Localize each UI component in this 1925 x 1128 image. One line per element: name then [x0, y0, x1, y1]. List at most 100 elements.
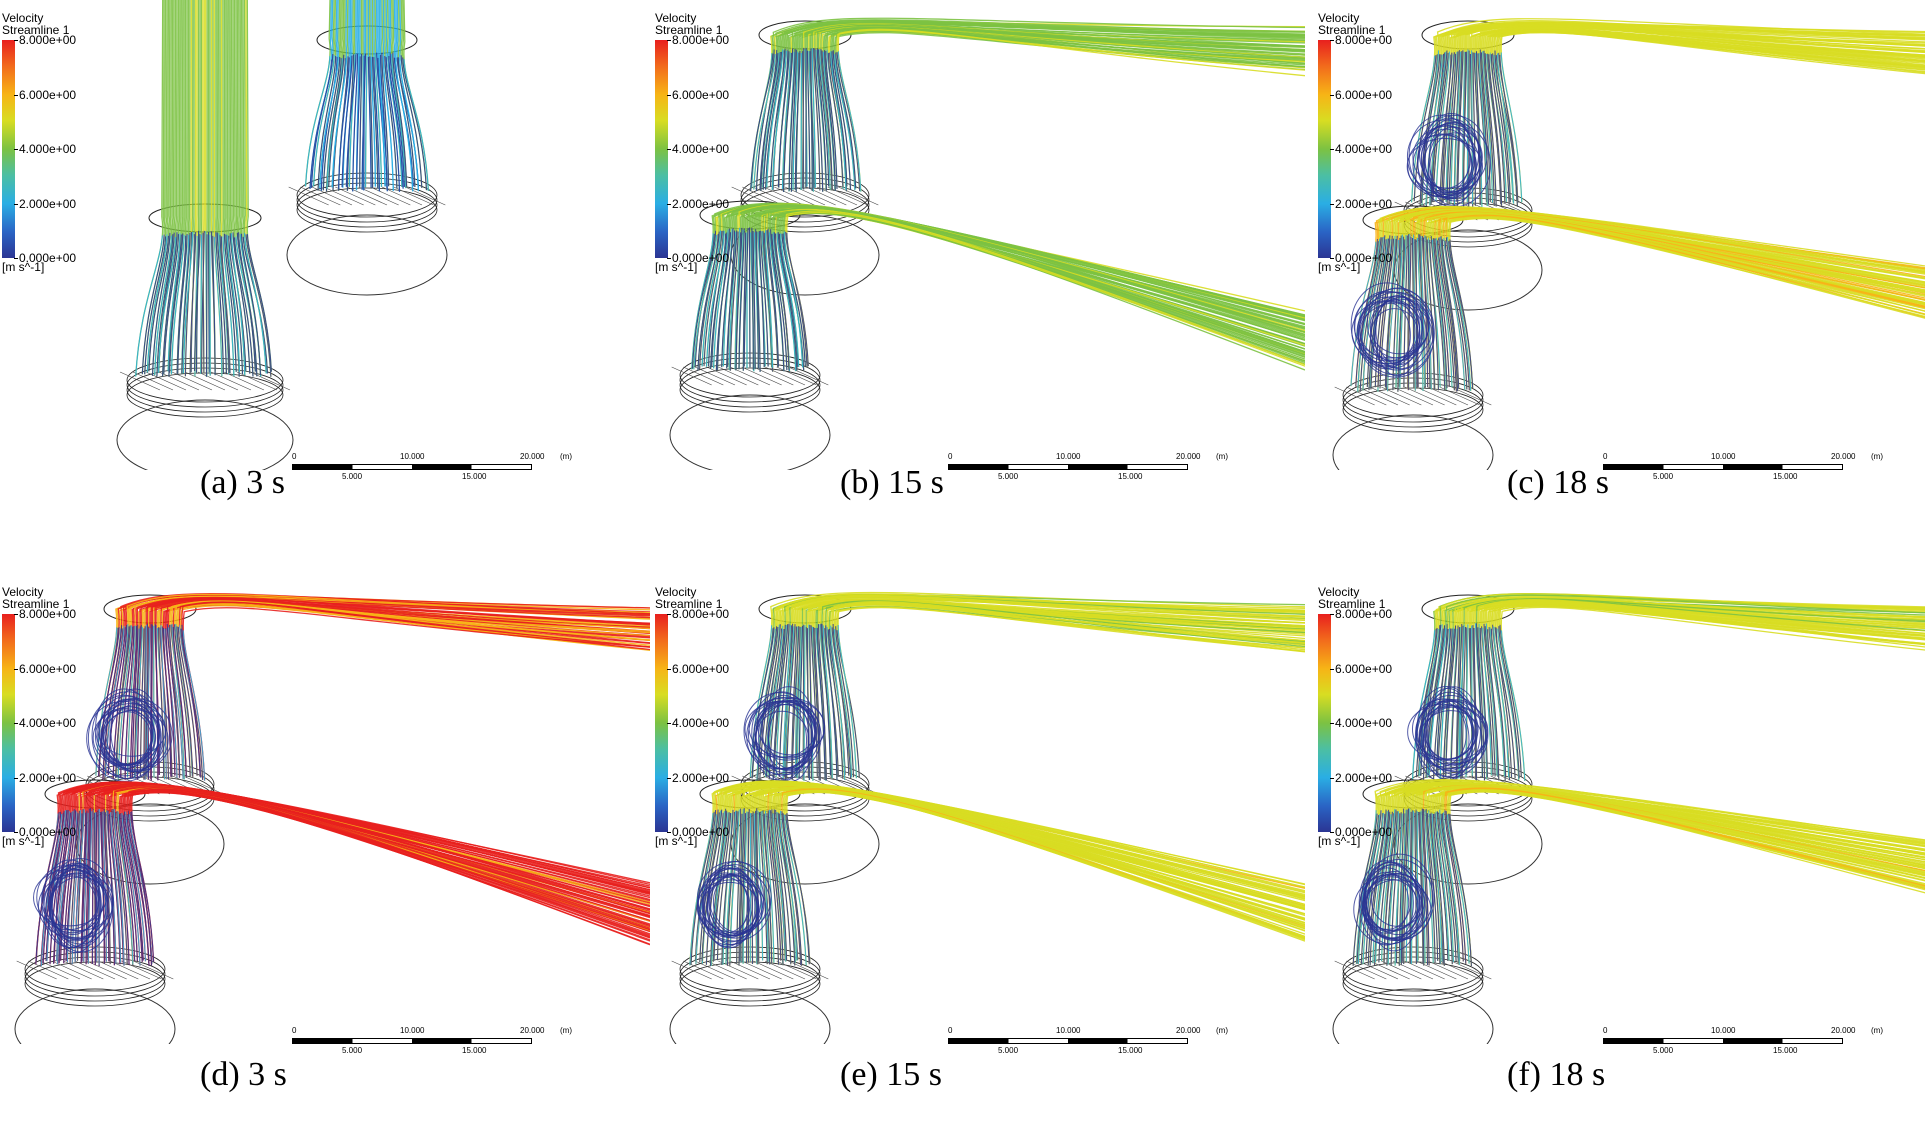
- streamline: [102, 788, 650, 962]
- streamline-base: [232, 215, 251, 374]
- streamline-base: [1434, 221, 1450, 387]
- streamline-base: [319, 39, 339, 189]
- streamline-base: [689, 793, 714, 966]
- streamline: [726, 205, 1305, 369]
- base-ring: [126, 372, 284, 418]
- streamline-base: [228, 219, 244, 375]
- fill-grid-line: [1334, 386, 1375, 406]
- streamline-base: [1492, 35, 1510, 205]
- vortex-loop: [1370, 873, 1426, 927]
- streamline-base: [1431, 222, 1447, 390]
- streamline-base: [1418, 795, 1424, 964]
- scale-label-top: 0: [292, 452, 297, 461]
- streamline-base: [1419, 36, 1438, 205]
- streamline-base: [1461, 34, 1465, 205]
- streamline: [774, 212, 1305, 369]
- streamline: [749, 209, 1305, 372]
- streamline-base: [1423, 791, 1430, 966]
- streamline-base: [226, 218, 241, 373]
- fill-grid-line: [346, 186, 388, 206]
- streamline-base: [223, 217, 237, 372]
- streamline-base: [806, 35, 811, 190]
- streamline-base: [1496, 35, 1515, 204]
- streamline-base: [98, 608, 120, 777]
- streamline: [746, 209, 1305, 369]
- legend-tick: 8.000e+00: [1329, 607, 1393, 621]
- fill-grid-line: [370, 186, 411, 206]
- streamline-base: [1383, 792, 1397, 962]
- streamline-base: [189, 215, 197, 375]
- streamline-base: [1458, 607, 1465, 778]
- panel-c: Velocity Streamline 1 8.000e+00 6.000e+00 4.…: [1318, 0, 1925, 520]
- streamline-base: [814, 32, 824, 192]
- streamline-base: [1434, 796, 1449, 962]
- streamline-base: [1445, 37, 1454, 202]
- streamline-scene: [1332, 18, 1925, 470]
- streamline-base: [822, 608, 833, 779]
- basin-outline: [1332, 414, 1494, 470]
- streamline-base: [770, 792, 784, 966]
- vortex-loop: [1423, 113, 1480, 194]
- streamline-base: [134, 609, 141, 776]
- legend-title: Velocity: [655, 585, 697, 599]
- streamline-base: [222, 220, 235, 377]
- streamline-bundle: [33, 781, 650, 967]
- streamline-base: [156, 217, 174, 377]
- streamline-base: [758, 795, 768, 965]
- streamline: [734, 203, 1305, 370]
- streamline-base: [811, 32, 816, 188]
- fill-grid-line: [1427, 386, 1469, 406]
- scale-bar: 0 10.000 20.000 (m) 5.000 15.000: [1603, 452, 1893, 486]
- streamline: [758, 209, 1305, 368]
- streamline-base: [162, 215, 178, 377]
- fill-grid-line: [1416, 960, 1457, 980]
- streamline-base: [825, 34, 838, 189]
- basin-outline: [14, 988, 176, 1044]
- legend-colorbar: [2, 614, 15, 832]
- streamline-base: [213, 220, 223, 377]
- streamline-base: [220, 220, 230, 373]
- fill-grid-line: [694, 960, 736, 980]
- streamline-base: [1499, 606, 1522, 778]
- streamline: [808, 598, 1305, 781]
- streamline-base: [1482, 611, 1492, 776]
- scale-unit: (m): [1216, 452, 1228, 461]
- streamline-base: [381, 37, 390, 187]
- streamline-base: [1442, 611, 1455, 780]
- scale-label-top: 20.000: [1831, 1026, 1856, 1035]
- streamline-bundle: [1350, 205, 1925, 392]
- panel-caption: (f) 18 s: [1507, 1056, 1606, 1093]
- base-ring: [296, 182, 438, 228]
- streamline: [100, 788, 650, 961]
- vortex-loop: [1363, 867, 1412, 930]
- streamline-base: [112, 607, 128, 780]
- legend-unit: [m s^-1]: [1318, 260, 1361, 274]
- scale-bar: 0 10.000 20.000 (m) 5.000 15.000: [1603, 1026, 1893, 1060]
- fill-grid-line: [788, 366, 829, 386]
- streamline: [763, 211, 1305, 372]
- fill-grid-line: [774, 186, 815, 206]
- fill-grid-line: [764, 366, 806, 386]
- legend-title: Velocity: [655, 11, 697, 25]
- streamline: [124, 596, 650, 780]
- streamline-base: [243, 215, 267, 374]
- streamline-base: [709, 792, 728, 966]
- streamline-base: [1390, 795, 1401, 966]
- legend-subtitle: Streamline 1: [655, 597, 723, 611]
- streamline-base: [246, 216, 272, 372]
- fill-grid-line: [1404, 386, 1445, 406]
- streamline-base: [118, 796, 136, 962]
- streamline-base: [172, 609, 187, 776]
- vortex-loop: [1358, 860, 1414, 946]
- streamline-base: [1442, 34, 1455, 203]
- streamline-base: [331, 41, 348, 188]
- streamline-base: [786, 606, 796, 779]
- streamline-base: [777, 215, 798, 371]
- streamline-bundle: [689, 780, 1305, 966]
- streamline-base: [245, 215, 272, 377]
- legend-subtitle: Streamline 1: [655, 23, 723, 37]
- streamline-base: [352, 37, 359, 192]
- streamline-base: [697, 214, 720, 371]
- legend-subtitle: Streamline 1: [1318, 597, 1386, 611]
- streamline-base: [1429, 796, 1444, 964]
